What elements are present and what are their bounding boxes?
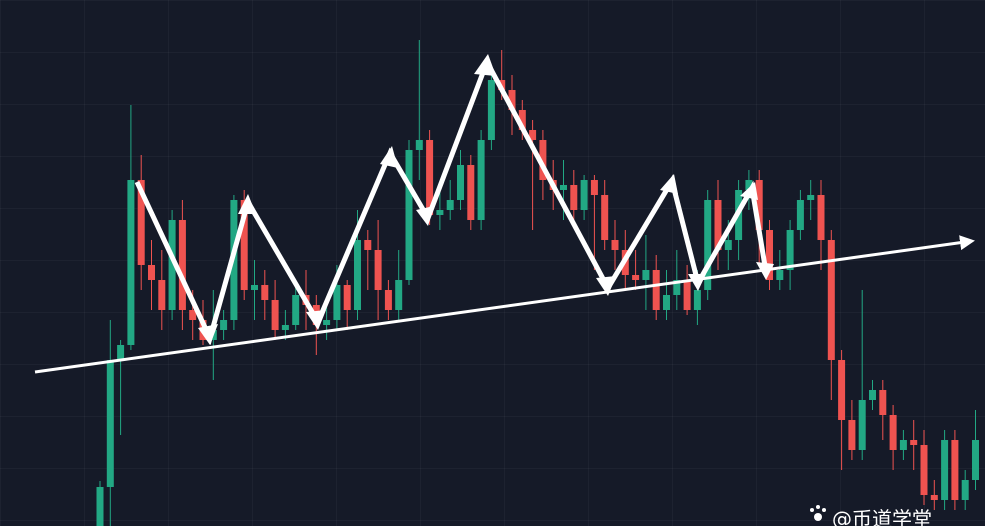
candle-body <box>590 180 598 195</box>
candle-body <box>467 165 475 220</box>
arrow-heads <box>198 54 774 345</box>
candles <box>96 40 979 526</box>
candle-body <box>436 210 444 215</box>
candle-body <box>869 390 876 400</box>
candle-body <box>714 200 722 250</box>
candle-body <box>827 240 835 360</box>
candle-body <box>807 195 815 200</box>
candle-body <box>663 295 670 310</box>
candle-body <box>415 140 423 150</box>
candle-body <box>776 270 784 280</box>
candle-body <box>384 290 392 310</box>
candle-body <box>261 285 269 300</box>
candle-body <box>220 320 228 330</box>
candle-body <box>529 130 537 140</box>
candle-body <box>899 440 907 450</box>
candle-body <box>972 440 979 480</box>
candle-body <box>374 250 382 290</box>
candle-body <box>848 420 856 450</box>
candle-body <box>611 240 619 250</box>
candle-body <box>817 195 825 240</box>
candle-body <box>560 185 567 190</box>
candle-body <box>446 200 454 210</box>
candle-body <box>364 240 372 250</box>
candle-body <box>343 285 351 310</box>
candle-body <box>189 310 197 320</box>
candle-body <box>642 270 650 280</box>
candle-body <box>889 415 897 450</box>
candle-body <box>333 285 341 320</box>
candle-body <box>240 200 248 290</box>
candle-body <box>693 290 701 310</box>
candle-body <box>930 495 938 500</box>
candle-body <box>570 185 578 210</box>
candle-body <box>961 480 969 500</box>
candle-body <box>920 445 928 495</box>
candle-body <box>539 140 547 180</box>
candle-body <box>601 195 609 240</box>
candle-body <box>580 180 588 210</box>
candle-body <box>178 220 186 310</box>
candle-body <box>704 200 712 290</box>
candle-body <box>354 240 361 310</box>
candle-body <box>910 440 918 445</box>
candle-body <box>755 180 763 230</box>
watermark: @币道学堂 <box>832 507 932 526</box>
candle-body <box>106 360 114 487</box>
candle-body <box>673 280 681 295</box>
candle-body <box>766 230 773 280</box>
candle-body <box>508 90 516 110</box>
candle-body <box>96 487 104 526</box>
candle-body <box>323 320 331 325</box>
trend-line <box>34 235 975 374</box>
watermark-icon <box>810 505 826 521</box>
candle-body <box>426 140 434 215</box>
candle-body <box>724 240 732 250</box>
candle-body <box>127 180 135 345</box>
candle-body <box>786 230 794 270</box>
candle-body <box>281 325 289 330</box>
candle-body <box>632 275 640 280</box>
candle-body <box>838 360 846 420</box>
candle-body <box>457 165 464 200</box>
candle-body <box>951 440 959 500</box>
candle-body <box>477 140 485 220</box>
candle-body <box>395 280 403 310</box>
candle-body <box>158 280 166 310</box>
candle-body <box>487 80 495 140</box>
candle-body <box>941 440 949 500</box>
candle-body <box>148 265 155 280</box>
candle-body <box>683 280 691 310</box>
candle-body <box>796 200 804 230</box>
candle-body <box>168 220 176 310</box>
candle-body <box>271 300 279 330</box>
candle-body <box>745 180 753 190</box>
candle-body <box>652 270 660 310</box>
zigzag-arrows <box>134 55 769 346</box>
candle-body <box>858 400 866 450</box>
candle-body <box>292 295 300 325</box>
candle-body <box>405 150 413 280</box>
candle-body <box>117 345 125 360</box>
candle-body <box>518 110 526 130</box>
candle-body <box>137 180 145 265</box>
candle-body <box>879 390 887 415</box>
candle-body <box>251 285 258 290</box>
